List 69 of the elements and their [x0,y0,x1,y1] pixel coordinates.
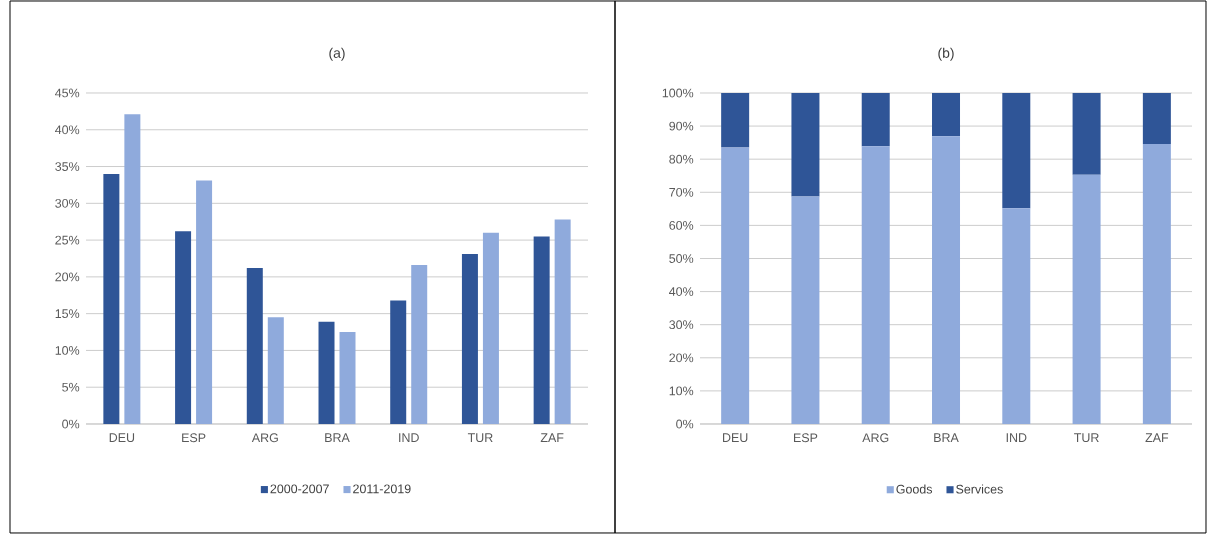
bar [103,173,120,424]
x-tick-label: BRA [934,433,959,442]
x-tick-label: BRA [325,433,350,442]
legend-label: 2000-2007 [270,484,329,494]
y-tick-label: 10% [669,386,694,396]
x-tick-label: ARG [251,433,278,443]
y-tick-label: 25% [55,235,80,245]
x-tick-label: ZAF [1145,433,1169,442]
y-tick-label: 30% [55,198,80,208]
bar [461,254,478,424]
y-tick-label: 0% [62,419,80,429]
bar [1002,92,1031,209]
y-tick-label: 5% [62,382,80,392]
y-tick-label: 40% [55,125,80,135]
chart-title: (b) [938,47,954,61]
bar [339,332,356,424]
bar [1142,92,1171,144]
y-tick-label: 0% [676,419,694,429]
bar [318,321,335,424]
bar [246,268,263,424]
x-tick-label: ESP [794,433,818,443]
y-tick-label: 30% [669,320,694,330]
y-tick-label: 100% [662,88,694,98]
bar [932,136,961,424]
bar [1072,174,1101,424]
y-tick-label: 50% [669,254,694,263]
bar [554,219,571,424]
legend-label: Services [956,484,1003,494]
bar [196,180,213,424]
bar [791,92,820,197]
x-tick-label: ESP [182,433,206,443]
bar [1142,143,1171,424]
bar [267,317,284,424]
x-tick-label: TUR [467,433,493,443]
x-tick-label: DEU [723,433,748,443]
bar [390,300,407,424]
bar [932,92,961,137]
bar [861,146,890,424]
y-tick-label: 15% [55,309,80,319]
y-tick-label: 80% [669,154,694,164]
legend-label: 2011-2019 [353,484,411,494]
legend-label: Goods [896,484,933,494]
bar [411,265,428,424]
y-tick-label: 35% [55,162,80,171]
bar [124,114,141,424]
bar [1002,208,1031,424]
x-tick-label: ZAF [540,433,564,442]
bar [175,231,192,424]
bar [721,92,750,148]
y-tick-label: 20% [669,353,694,363]
bar [482,232,499,424]
x-tick-label: IND [399,433,419,442]
x-tick-label: DEU [109,433,135,443]
y-tick-label: 20% [55,272,80,282]
y-tick-label: 40% [669,287,694,296]
y-tick-label: 60% [669,220,694,230]
bar [721,147,750,424]
y-tick-label: 10% [55,346,80,355]
y-tick-label: 70% [669,187,694,197]
bar [791,196,820,424]
x-tick-label: IND [1006,433,1027,442]
x-tick-label: ARG [862,433,889,443]
bar [533,236,550,424]
y-tick-label: 45% [55,88,80,98]
y-tick-label: 90% [669,121,694,131]
bar [861,92,890,147]
x-tick-label: TUR [1074,433,1099,443]
bar [1072,92,1101,175]
chart-title: (a) [329,47,345,61]
